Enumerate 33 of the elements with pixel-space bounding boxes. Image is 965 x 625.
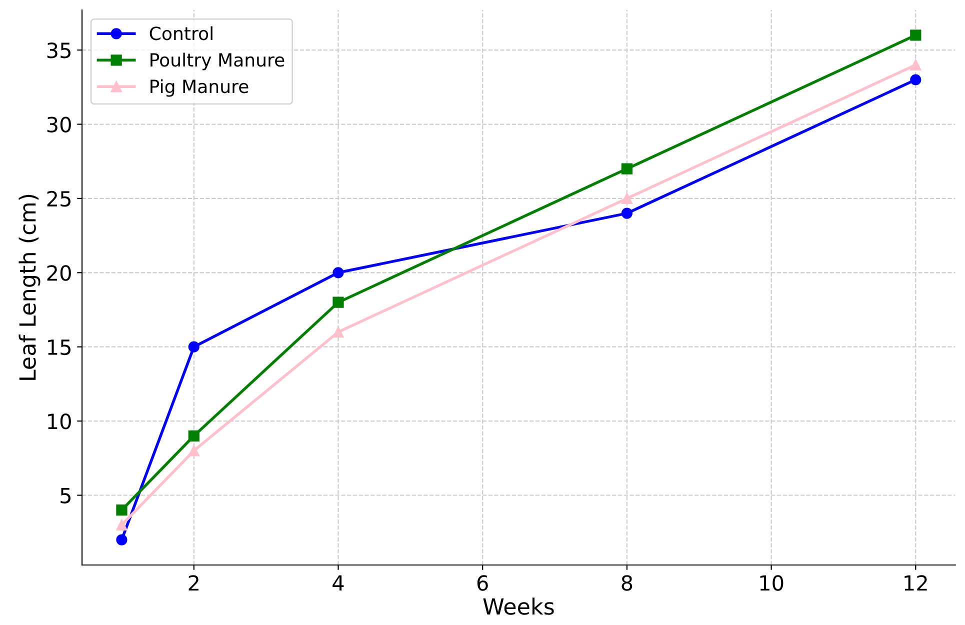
x-tick-label: 12 [904, 575, 927, 591]
x-tick-label: 4 [332, 575, 344, 591]
x-axis-title: Weeks [483, 598, 554, 615]
legend-label: Control [150, 26, 212, 40]
point [621, 192, 633, 204]
point [116, 504, 128, 516]
y-tick-label: 30 [47, 116, 71, 132]
point [910, 59, 922, 70]
point [332, 326, 344, 338]
point [621, 208, 633, 219]
y-tick-label: 20 [47, 265, 71, 281]
x-tick-label: 6 [477, 575, 488, 591]
y-tick-label: 15 [48, 340, 70, 356]
x-tick-label: 10 [760, 575, 784, 591]
y-tick-label: 5 [60, 488, 70, 504]
point [188, 341, 200, 352]
point [116, 534, 128, 546]
y-tick-label: 25 [47, 190, 70, 207]
point [910, 30, 922, 41]
y-axis-title: Leaf Length (cm) [18, 194, 40, 380]
point [910, 74, 922, 86]
point [188, 430, 200, 442]
y-tick-label: 35 [47, 42, 70, 58]
x-tick-label: 8 [622, 575, 632, 591]
point [188, 445, 200, 456]
point [116, 519, 128, 530]
x-tick-label: 2 [188, 575, 198, 591]
legend-label: Poultry Manure [150, 52, 284, 70]
legend-label: Pig Manure [150, 79, 248, 97]
y-tick-label: 10 [48, 414, 71, 430]
point [332, 267, 344, 278]
point [621, 163, 633, 174]
point [332, 296, 344, 308]
